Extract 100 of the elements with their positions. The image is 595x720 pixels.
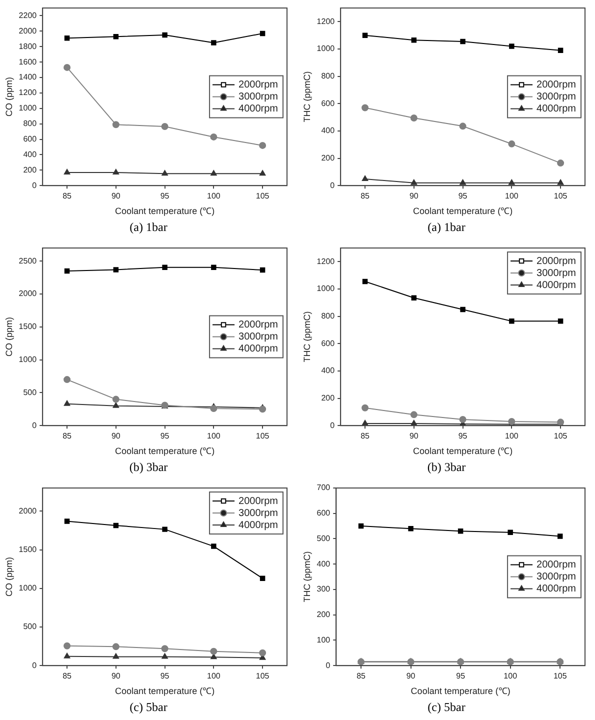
x-axis-title: Coolant temperature (℃) bbox=[115, 446, 215, 456]
y-axis-title: THC (ppmC) bbox=[302, 311, 312, 362]
x-tick-label: 95 bbox=[456, 672, 466, 681]
y-tick-label: 1000 bbox=[18, 104, 38, 113]
y-tick-label: 1500 bbox=[18, 322, 38, 332]
text: (a) 1bar bbox=[426, 219, 466, 236]
legend-label: 3000rpm bbox=[238, 92, 278, 103]
text: (c) 5bar bbox=[128, 699, 168, 716]
y-tick-label: 1000 bbox=[18, 355, 38, 364]
x-tick-label: 85 bbox=[62, 672, 72, 681]
x-axis-title: Coolant temperature (℃) bbox=[410, 686, 510, 696]
legend-label: 3000rpm bbox=[536, 92, 576, 103]
y-tick-label: 0 bbox=[330, 180, 336, 190]
y-tick-label: 400 bbox=[23, 150, 38, 159]
y-axis-title: CO (ppm) bbox=[4, 77, 14, 117]
y-tick-label: 1200 bbox=[316, 16, 336, 26]
y-tick-label: 1200 bbox=[316, 256, 336, 266]
y-tick-label: 600 bbox=[23, 134, 38, 144]
legend-label: 2000rpm bbox=[238, 320, 278, 331]
x-tick-label: 90 bbox=[409, 432, 419, 441]
x-tick-label: 95 bbox=[458, 432, 468, 441]
y-tick-label: 1200 bbox=[18, 88, 38, 98]
y-tick-label: 1800 bbox=[18, 42, 38, 51]
x-tick-label: 90 bbox=[111, 672, 121, 681]
x-tick-label: 100 bbox=[505, 192, 519, 201]
y-tick-label: 1500 bbox=[18, 544, 38, 554]
legend-label: 4000rpm bbox=[536, 280, 576, 291]
y-tick-label: 500 bbox=[316, 534, 331, 543]
y-axis-title: THC (ppmC) bbox=[302, 71, 312, 122]
y-axis-title: CO (ppm) bbox=[4, 557, 14, 597]
y-tick-label: 100 bbox=[316, 635, 331, 644]
x-tick-label: 100 bbox=[504, 672, 518, 681]
x-tick-label: 105 bbox=[554, 432, 568, 441]
y-tick-label: 600 bbox=[321, 338, 336, 348]
legend-label: 3000rpm bbox=[536, 572, 576, 583]
y-tick-label: 800 bbox=[23, 119, 38, 128]
legend-label: 2000rpm bbox=[536, 560, 576, 571]
y-tick-label: 600 bbox=[321, 98, 336, 108]
x-tick-label: 105 bbox=[554, 192, 568, 201]
x-tick-label: 105 bbox=[256, 672, 270, 681]
x-tick-label: 105 bbox=[256, 432, 270, 441]
legend-label: 4000rpm bbox=[536, 104, 576, 115]
legend-label: 2000rpm bbox=[536, 256, 576, 267]
x-tick-label: 85 bbox=[62, 192, 72, 201]
x-tick-label: 85 bbox=[360, 432, 370, 441]
x-tick-label: 95 bbox=[160, 672, 170, 681]
y-tick-label: 600 bbox=[316, 508, 331, 518]
y-tick-label: 400 bbox=[321, 126, 336, 136]
x-tick-label: 105 bbox=[256, 192, 270, 201]
legend-label: 3000rpm bbox=[238, 332, 278, 343]
x-tick-label: 90 bbox=[111, 432, 121, 441]
x-tick-label: 85 bbox=[356, 672, 366, 681]
y-tick-label: 1000 bbox=[316, 284, 336, 294]
y-axis-title: THC (ppmC) bbox=[302, 551, 312, 602]
y-tick-label: 1000 bbox=[316, 44, 336, 54]
legend-label: 2000rpm bbox=[238, 496, 278, 507]
x-tick-label: 95 bbox=[160, 192, 170, 201]
x-axis-title: Coolant temperature (℃) bbox=[115, 206, 215, 216]
x-axis-title: Coolant temperature (℃) bbox=[115, 686, 215, 696]
y-tick-label: 400 bbox=[321, 366, 336, 376]
x-tick-label: 105 bbox=[553, 672, 568, 681]
y-tick-label: 200 bbox=[23, 165, 38, 174]
x-tick-label: 90 bbox=[409, 192, 419, 201]
y-tick-label: 2000 bbox=[18, 289, 38, 298]
x-axis-title: Coolant temperature (℃) bbox=[413, 206, 513, 216]
y-tick-label: 2500 bbox=[18, 256, 38, 266]
y-tick-label: 200 bbox=[321, 153, 336, 162]
legend-label: 2000rpm bbox=[238, 80, 278, 91]
y-tick-label: 2200 bbox=[18, 10, 38, 20]
y-tick-label: 300 bbox=[316, 584, 331, 594]
x-tick-label: 90 bbox=[111, 192, 121, 201]
y-tick-label: 2000 bbox=[18, 26, 38, 36]
legend-label: 4000rpm bbox=[238, 520, 278, 531]
x-tick-label: 85 bbox=[62, 432, 72, 441]
y-tick-label: 2000 bbox=[18, 506, 38, 516]
y-tick-label: 0 bbox=[32, 660, 38, 670]
text: (a) 1bar bbox=[128, 219, 168, 236]
y-tick-label: 1600 bbox=[18, 57, 38, 66]
legend-label: 3000rpm bbox=[536, 268, 576, 279]
y-axis-title: CO (ppm) bbox=[4, 317, 14, 357]
x-tick-label: 100 bbox=[505, 432, 519, 441]
legend-label: 4000rpm bbox=[536, 584, 576, 595]
x-tick-label: 100 bbox=[207, 192, 221, 201]
y-tick-label: 800 bbox=[321, 312, 336, 321]
y-tick-label: 0 bbox=[330, 420, 336, 430]
y-tick-label: 0 bbox=[32, 420, 38, 430]
y-tick-label: 500 bbox=[23, 622, 38, 632]
x-tick-label: 85 bbox=[360, 192, 370, 201]
x-tick-label: 100 bbox=[207, 432, 221, 441]
y-tick-label: 800 bbox=[321, 72, 336, 81]
y-tick-label: 0 bbox=[32, 180, 38, 190]
legend-label: 4000rpm bbox=[238, 344, 278, 355]
legend-label: 3000rpm bbox=[238, 508, 278, 519]
y-tick-label: 1000 bbox=[18, 584, 38, 593]
x-tick-label: 95 bbox=[458, 192, 468, 201]
y-tick-label: 0 bbox=[326, 660, 331, 670]
text: (c) 5bar bbox=[426, 699, 466, 716]
text: (b) 3bar bbox=[426, 459, 467, 476]
x-axis-title: Coolant temperature (℃) bbox=[413, 446, 513, 456]
y-tick-label: 400 bbox=[316, 559, 331, 568]
